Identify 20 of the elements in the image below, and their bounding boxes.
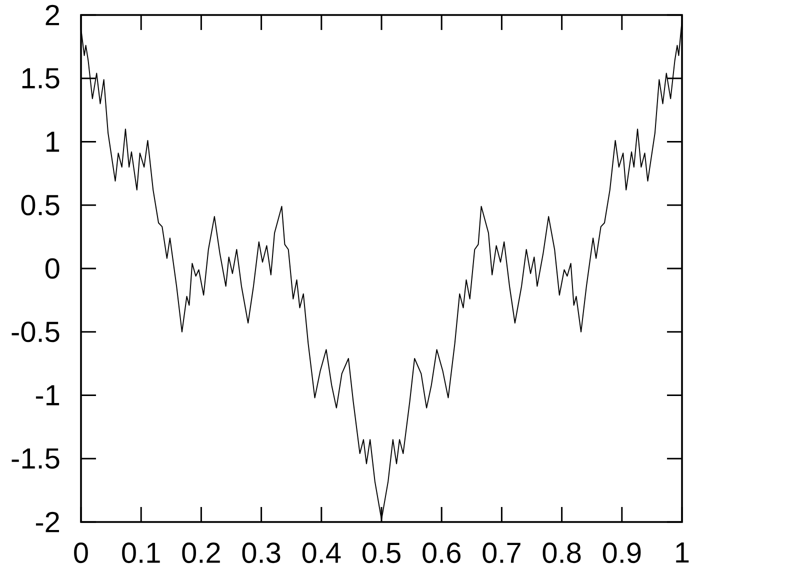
x-tick-label: 0.2 <box>182 542 220 564</box>
y-tick-label: 2 <box>46 4 60 26</box>
x-tick-label: 0.5 <box>362 542 400 564</box>
x-tick-label: 0 <box>74 542 88 564</box>
x-tick-label: 0.1 <box>122 542 160 564</box>
y-tick-label: -0.5 <box>12 322 60 342</box>
x-tick-label: 0.7 <box>482 542 520 564</box>
x-tick-label: 0.8 <box>542 542 581 564</box>
y-tick-label: -1.5 <box>12 448 60 469</box>
y-tick-label: -2 <box>36 512 60 532</box>
x-tick-label: 0.3 <box>242 542 280 564</box>
y-tick-label: 0.5 <box>21 194 60 216</box>
y-tick-label: 1 <box>46 132 60 152</box>
y-tick-label: -1 <box>36 385 60 406</box>
y-tick-label: 0 <box>45 258 60 279</box>
x-tick-label: 0.9 <box>602 542 641 564</box>
x-tick-label: 0.6 <box>422 542 460 564</box>
x-tick-label: 0.4 <box>302 542 341 564</box>
y-tick-label: 1.5 <box>22 68 60 88</box>
x-tick-label: 1 <box>676 542 689 562</box>
